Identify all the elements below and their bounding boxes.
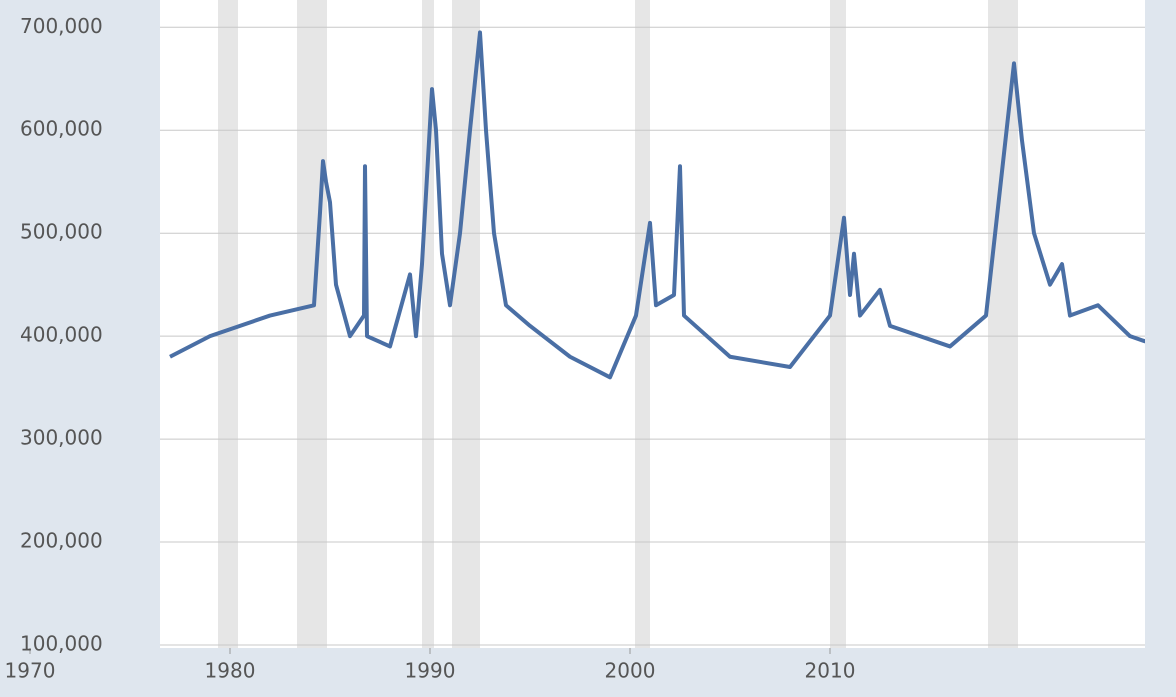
x-tick-label: 1970 [5,659,56,683]
y-tick-label: 600,000 [20,117,103,141]
recession-band [988,0,1018,648]
recession-band [830,0,846,648]
y-tick-label: 400,000 [20,323,103,347]
y-tick-label: 700,000 [20,14,103,38]
y-tick-label: 200,000 [20,529,103,553]
recession-band [218,0,238,648]
labels: 100,000 200,000 300,000 400,000 500,000 600,0… [5,14,856,683]
x-tick-label: 2010 [805,659,856,683]
y-tick-label: 100,000 [20,632,103,656]
y-tick-label: 500,000 [20,220,103,244]
bands [218,0,1018,648]
recession-band [297,0,327,648]
lines [169,30,1145,380]
recession-band [452,0,480,648]
recession-band [422,0,434,648]
y-tick-label: 300,000 [20,426,103,450]
x-tick-label: 2000 [605,659,656,683]
recession-band [635,0,650,648]
x-tick-label: 1980 [205,659,256,683]
x-tick-label: 1990 [405,659,456,683]
series-line [169,30,1145,380]
